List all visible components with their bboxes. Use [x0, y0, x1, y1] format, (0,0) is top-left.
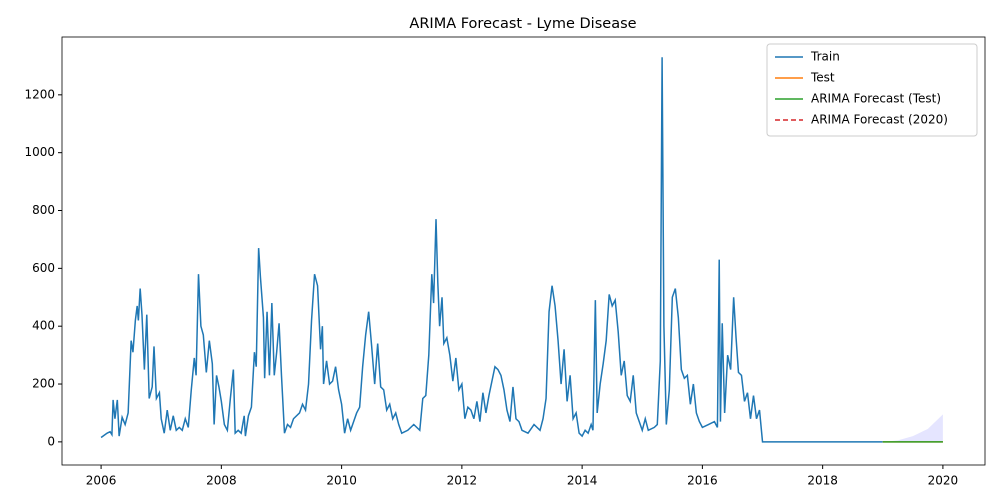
- chart-title: ARIMA Forecast - Lyme Disease: [409, 16, 636, 32]
- legend-label: Train: [810, 50, 840, 64]
- y-tick-label: 200: [32, 377, 55, 391]
- confidence-band: [882, 414, 943, 442]
- legend-box: [766, 43, 978, 137]
- x-tick-label: 2020: [928, 474, 959, 488]
- x-tick-label: 2012: [447, 474, 478, 488]
- x-tick-label: 2008: [206, 474, 237, 488]
- x-tick-label: 2014: [567, 474, 598, 488]
- x-tick-label: 2016: [687, 474, 718, 488]
- y-tick-label: 1000: [24, 145, 55, 159]
- x-tick-label: 2010: [326, 474, 357, 488]
- x-tick-label: 2018: [807, 474, 838, 488]
- series-line: [100, 57, 883, 443]
- y-tick-label: 1200: [24, 87, 55, 101]
- y-tick-label: 800: [32, 203, 55, 217]
- legend-label: Test: [810, 71, 835, 85]
- y-tick-label: 0: [47, 434, 55, 448]
- x-tick-label: 2006: [86, 474, 117, 488]
- y-tick-label: 600: [32, 261, 55, 275]
- legend-label: ARIMA Forecast (2020): [811, 113, 948, 127]
- legend-label: ARIMA Forecast (Test): [811, 92, 941, 106]
- plot-frame: [61, 36, 986, 466]
- y-tick-label: 400: [32, 319, 55, 333]
